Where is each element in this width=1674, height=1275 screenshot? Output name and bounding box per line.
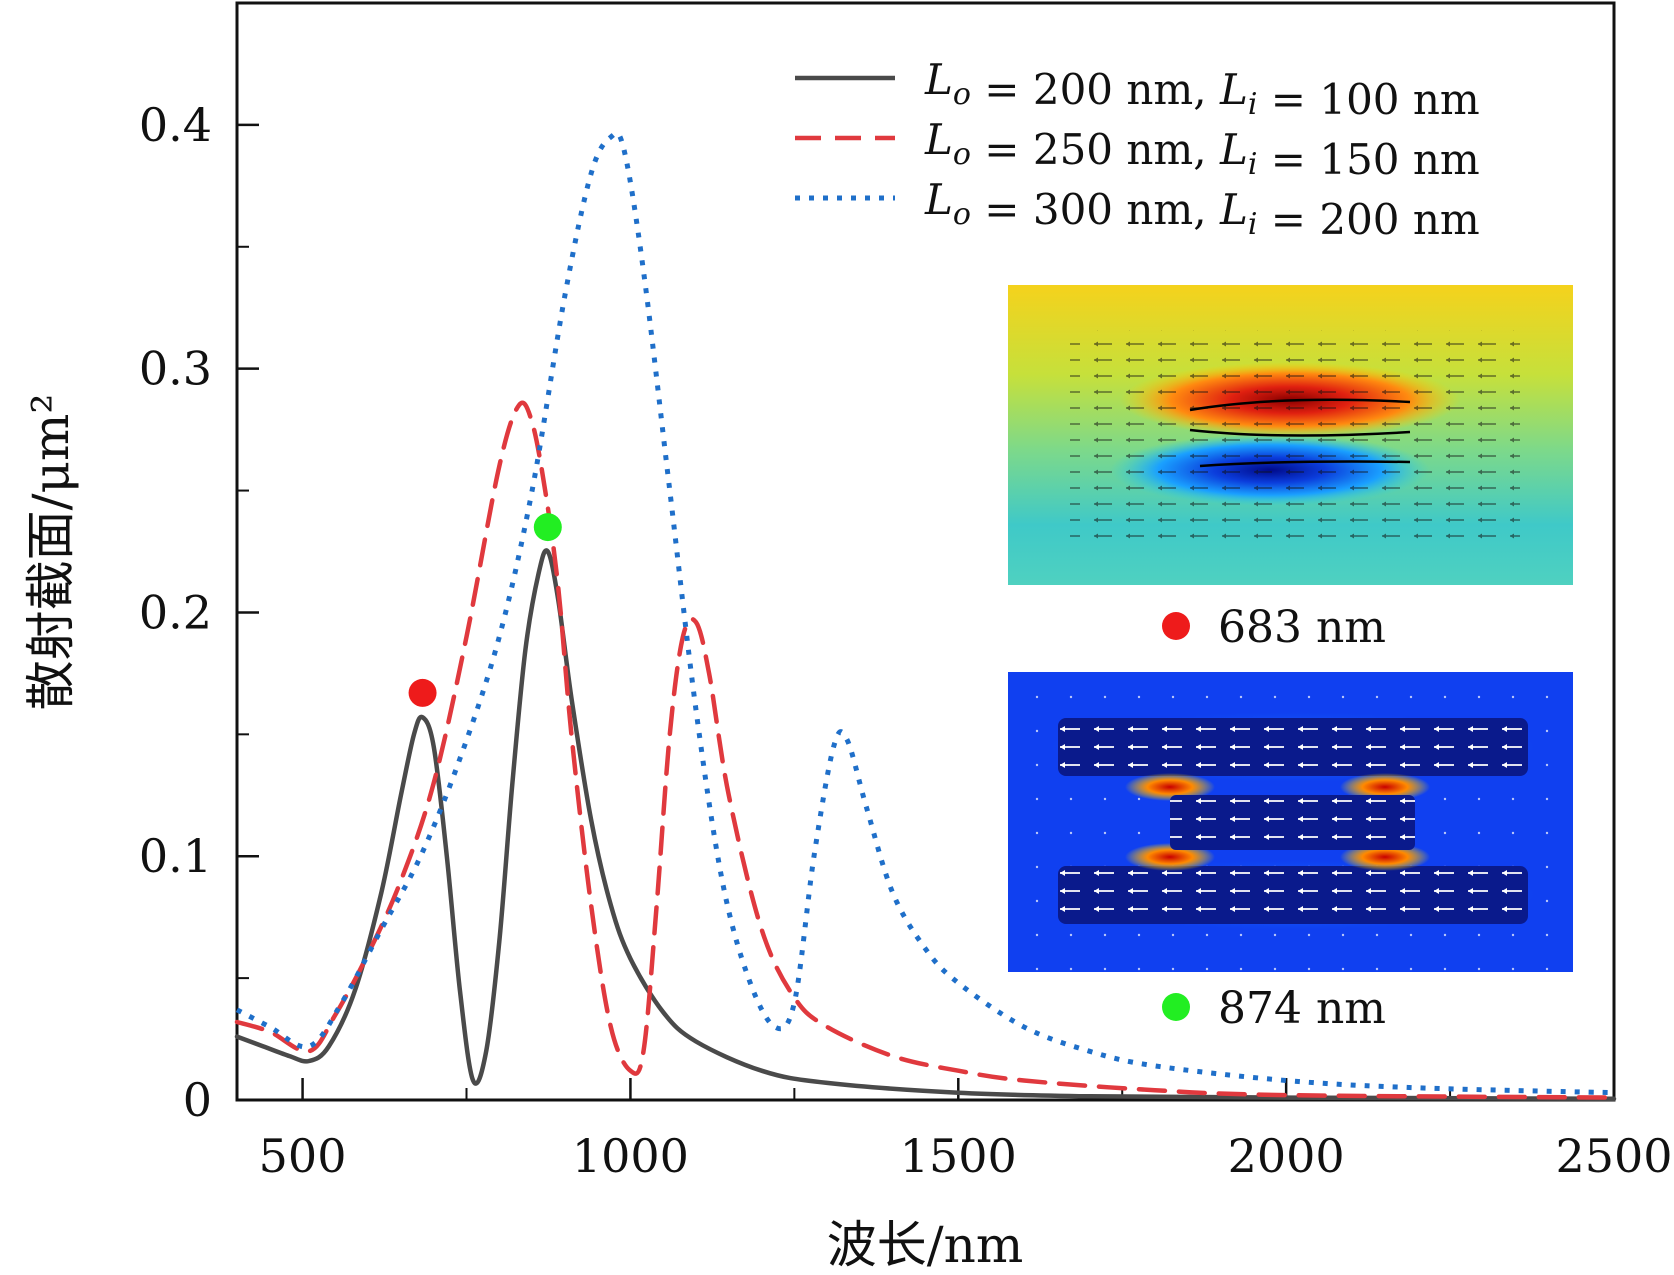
series-line-2 (234, 400, 1617, 1100)
x-tick-label: 1000 (572, 1129, 689, 1183)
y-tick-label: 0.4 (139, 98, 212, 152)
x-axis-title: 波长/nm (827, 1216, 1023, 1274)
y-tick-label: 0.2 (139, 585, 212, 639)
inset-current-map-874nm (1008, 672, 1573, 972)
x-axis-ticks: 500 1000 1500 2000 2500 (259, 1078, 1673, 1183)
inset-683nm-marker (1162, 612, 1190, 640)
inset-683nm-label: 683 nm (1218, 602, 1386, 653)
resonance-marker-1 (408, 678, 437, 707)
x-tick-label: 500 (259, 1129, 347, 1183)
series-line-3 (235, 130, 1615, 1096)
x-tick-label: 1500 (900, 1129, 1017, 1183)
legend-label-1: Lo = 200 nm, Li = 100 nm (924, 55, 1480, 124)
resonance-marker-2 (533, 513, 562, 542)
x-tick-label: 2500 (1555, 1129, 1672, 1183)
series-line-1 (234, 548, 1617, 1102)
y-axis-ticks: 0 0.1 0.2 0.3 0.4 (139, 2, 259, 1127)
y-tick-label: 0.1 (139, 829, 212, 883)
legend-label-2: Lo = 250 nm, Li = 150 nm (924, 115, 1480, 184)
plot-frame (235, 1, 1616, 1102)
inset-874nm-label: 874 nm (1218, 983, 1386, 1034)
series-group (234, 130, 1617, 1102)
y-axis-title: 散射截面/μm² (22, 394, 80, 711)
y-tick-label: 0 (183, 1073, 212, 1127)
inset-874nm-marker (1162, 993, 1190, 1021)
y-tick-label: 0.3 (139, 342, 212, 396)
x-tick-label: 2000 (1228, 1129, 1345, 1183)
inset-field-map-683nm (1008, 285, 1573, 585)
legend-label-3: Lo = 300 nm, Li = 200 nm (924, 175, 1480, 244)
